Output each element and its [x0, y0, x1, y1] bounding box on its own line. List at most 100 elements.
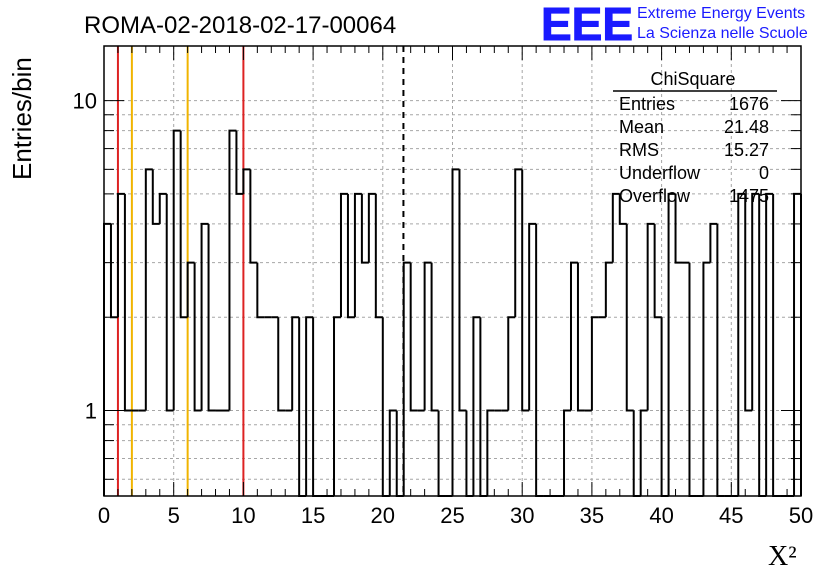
- histogram-bin: [751, 192, 760, 411]
- stats-value-rms: 15.27: [724, 140, 769, 160]
- histogram-bin: [465, 410, 474, 497]
- histogram-bin: [772, 193, 781, 497]
- histogram-bin: [639, 409, 648, 496]
- y-tick-label: 1: [85, 399, 97, 424]
- histogram-bin: [367, 192, 376, 263]
- histogram-bin: [737, 192, 746, 496]
- histogram-bin: [528, 222, 537, 411]
- histogram-bin: [235, 130, 244, 195]
- stats-box: ChiSquare Entries 1676 Mean 21.48 RMS 15…: [613, 69, 777, 206]
- x-tick-label: 45: [719, 503, 743, 528]
- histogram-bin: [667, 192, 676, 496]
- stats-label-entries: Entries: [619, 94, 675, 114]
- histogram-bin: [165, 193, 174, 412]
- histogram-bin: [618, 193, 627, 225]
- histogram-series: [103, 129, 802, 497]
- histogram-bin: [207, 223, 216, 412]
- histogram-bin: [200, 222, 209, 411]
- histogram-bin: [249, 169, 258, 264]
- histogram-bin: [339, 192, 348, 318]
- histogram-bin: [305, 316, 314, 496]
- x-axis-title: X²: [768, 541, 797, 572]
- histogram-bin: [158, 192, 167, 224]
- axes: 0 5 10 15 20 25 30 35 40 45 50 1 10: [73, 45, 813, 528]
- stats-value-underflow: 0: [759, 163, 769, 183]
- reference-lines: [116, 46, 405, 496]
- histogram-bin: [653, 223, 662, 319]
- histogram-bin: [702, 261, 711, 496]
- stats-value-mean: 21.48: [724, 117, 769, 137]
- histogram-bin: [604, 261, 613, 318]
- logo-line-1: Extreme Energy Events: [637, 5, 805, 22]
- histogram-bin: [486, 409, 495, 496]
- x-tick-label: 0: [98, 503, 110, 528]
- histogram-bin: [430, 262, 439, 412]
- x-tick-label: 5: [168, 503, 180, 528]
- histogram-bin: [535, 223, 544, 497]
- histogram-bin: [437, 410, 446, 497]
- histogram-bin: [402, 261, 411, 496]
- stats-label-underflow: Underflow: [619, 163, 701, 183]
- histogram-bin: [144, 168, 153, 411]
- histogram-bin: [298, 317, 307, 497]
- x-tick-label: 50: [789, 503, 813, 528]
- histogram-bin: [360, 193, 369, 264]
- y-tick-label: 10: [73, 89, 97, 114]
- histogram-bin: [116, 192, 125, 318]
- histogram-bin: [576, 262, 585, 412]
- histogram-bin: [611, 192, 620, 263]
- x-tick-label: 30: [510, 503, 534, 528]
- logo-line-2: La Scienza nelle Scuole: [637, 25, 808, 42]
- x-tick-label: 40: [649, 503, 673, 528]
- histogram-bin: [409, 262, 418, 412]
- histogram-bin: [109, 223, 118, 319]
- histogram-bin: [563, 409, 571, 496]
- histogram-bin: [172, 129, 181, 411]
- stats-title: ChiSquare: [650, 69, 735, 89]
- histogram-bin: [709, 222, 718, 263]
- histogram-bin: [793, 192, 801, 496]
- histogram-bin: [346, 193, 355, 319]
- histogram-bin: [151, 169, 160, 225]
- y-axis-title: Entries/bin: [7, 57, 37, 180]
- histogram-bin: [228, 129, 237, 411]
- histogram-bin: [590, 316, 599, 411]
- histogram-bin: [242, 168, 251, 194]
- histogram-bin: [716, 223, 725, 497]
- histogram-bin: [123, 193, 132, 412]
- histogram-bin: [632, 410, 641, 497]
- histogram-bin: [569, 261, 578, 411]
- histogram-bin: [312, 317, 321, 497]
- histogram-bin: [291, 316, 300, 411]
- stats-value-entries: 1676: [729, 94, 769, 114]
- histogram-bin: [521, 169, 530, 412]
- run-title: ROMA-02-2018-02-17-00064: [84, 12, 396, 39]
- x-tick-label: 25: [440, 503, 464, 528]
- histogram-bin: [451, 168, 460, 496]
- histogram-bin: [674, 193, 683, 264]
- histogram-bin: [758, 193, 767, 497]
- histogram-bin: [193, 262, 202, 412]
- histogram-bin: [472, 316, 481, 496]
- histogram-bin: [256, 262, 265, 319]
- histogram-bin: [744, 193, 753, 412]
- histogram-bin: [179, 130, 188, 319]
- x-tick-label: 35: [580, 503, 604, 528]
- stats-label-mean: Mean: [619, 117, 664, 137]
- histogram-bin: [688, 262, 697, 497]
- histogram-bin: [277, 317, 286, 412]
- histogram-bin: [388, 409, 397, 496]
- histogram-bin: [381, 317, 390, 497]
- histogram-bin: [458, 169, 467, 412]
- histogram-bin: [479, 317, 488, 497]
- stats-label-rms: RMS: [619, 140, 659, 160]
- histogram-bin: [333, 316, 341, 496]
- histogram-bin: [374, 193, 383, 319]
- histogram-bin: [625, 223, 634, 412]
- histogram-bin: [353, 192, 362, 318]
- histogram-bin: [103, 222, 111, 496]
- histogram-bin: [765, 192, 774, 496]
- stats-value-overflow: 1475: [729, 186, 769, 206]
- histogram-bin: [514, 168, 523, 318]
